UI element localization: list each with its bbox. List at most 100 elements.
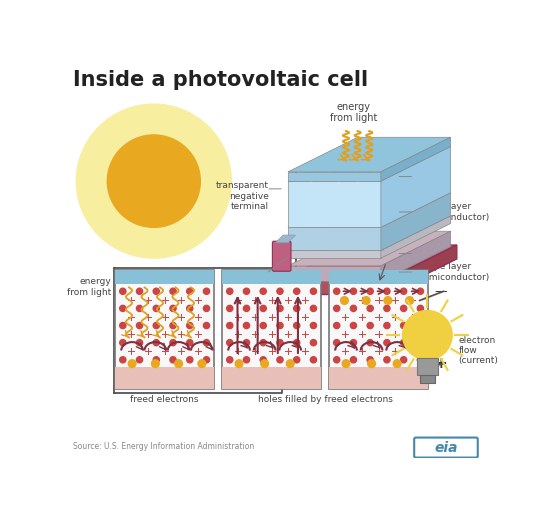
- Circle shape: [128, 360, 136, 368]
- Circle shape: [418, 288, 423, 295]
- Circle shape: [175, 360, 182, 368]
- Polygon shape: [288, 172, 381, 181]
- Text: positive
terminal: positive terminal: [230, 270, 269, 289]
- Polygon shape: [282, 280, 387, 294]
- Circle shape: [384, 297, 392, 304]
- Circle shape: [260, 305, 266, 312]
- Circle shape: [362, 297, 370, 304]
- Circle shape: [260, 339, 266, 346]
- Circle shape: [170, 322, 176, 329]
- Text: electron
flow
(current): electron flow (current): [458, 336, 498, 366]
- Circle shape: [260, 360, 269, 368]
- Circle shape: [120, 322, 126, 329]
- Circle shape: [367, 288, 373, 295]
- Circle shape: [153, 322, 159, 329]
- Circle shape: [187, 357, 193, 363]
- Bar: [222, 270, 321, 389]
- Circle shape: [294, 322, 300, 329]
- Circle shape: [170, 288, 176, 295]
- Polygon shape: [288, 146, 451, 181]
- Circle shape: [351, 288, 356, 295]
- Circle shape: [187, 339, 193, 346]
- Text: junction: junction: [416, 249, 452, 258]
- Circle shape: [187, 305, 193, 312]
- Text: energy
from light: energy from light: [67, 278, 111, 297]
- Bar: [329, 270, 428, 284]
- Circle shape: [203, 322, 210, 329]
- Bar: [222, 270, 321, 284]
- Circle shape: [351, 322, 356, 329]
- Circle shape: [400, 288, 407, 295]
- Circle shape: [367, 357, 373, 363]
- Circle shape: [203, 305, 210, 312]
- Circle shape: [260, 288, 266, 295]
- Circle shape: [153, 339, 159, 346]
- Circle shape: [310, 305, 317, 312]
- Circle shape: [418, 339, 423, 346]
- Circle shape: [340, 297, 348, 304]
- Circle shape: [400, 322, 407, 329]
- Circle shape: [137, 288, 143, 295]
- Polygon shape: [288, 181, 381, 227]
- Circle shape: [137, 339, 143, 346]
- Circle shape: [333, 322, 340, 329]
- Circle shape: [170, 305, 176, 312]
- Circle shape: [187, 288, 193, 295]
- Circle shape: [406, 297, 413, 304]
- Circle shape: [260, 357, 266, 363]
- Circle shape: [367, 322, 373, 329]
- Circle shape: [243, 339, 250, 346]
- Text: eia: eia: [434, 440, 458, 455]
- Bar: [416, 358, 438, 375]
- Circle shape: [384, 357, 390, 363]
- Circle shape: [170, 357, 176, 363]
- Circle shape: [418, 322, 423, 329]
- Circle shape: [393, 360, 401, 368]
- Bar: [115, 270, 214, 389]
- Circle shape: [152, 360, 159, 368]
- Circle shape: [277, 322, 283, 329]
- Circle shape: [368, 360, 375, 368]
- Polygon shape: [381, 216, 451, 258]
- Bar: [115, 270, 214, 284]
- Circle shape: [198, 360, 206, 368]
- Text: glass: glass: [416, 172, 439, 181]
- Circle shape: [403, 311, 452, 360]
- Circle shape: [120, 339, 126, 346]
- Polygon shape: [387, 245, 457, 294]
- Circle shape: [294, 357, 300, 363]
- Circle shape: [310, 322, 317, 329]
- Circle shape: [227, 357, 233, 363]
- Polygon shape: [288, 231, 451, 266]
- Circle shape: [310, 357, 317, 363]
- Text: —: —: [434, 285, 447, 298]
- Polygon shape: [288, 193, 451, 227]
- Circle shape: [367, 305, 373, 312]
- Polygon shape: [288, 138, 451, 172]
- Circle shape: [277, 288, 283, 295]
- Bar: [222, 368, 321, 389]
- Circle shape: [153, 288, 159, 295]
- Circle shape: [294, 339, 300, 346]
- Circle shape: [243, 322, 250, 329]
- Circle shape: [243, 305, 250, 312]
- Circle shape: [310, 339, 317, 346]
- Circle shape: [418, 305, 423, 312]
- Circle shape: [294, 288, 300, 295]
- Text: transparent
negative
terminal: transparent negative terminal: [215, 181, 269, 211]
- Circle shape: [342, 360, 350, 368]
- Circle shape: [400, 357, 407, 363]
- Circle shape: [351, 357, 356, 363]
- Circle shape: [333, 357, 340, 363]
- Text: Freed electrons
available to the circuit: Freed electrons available to the circuit: [331, 235, 441, 256]
- Circle shape: [277, 339, 283, 346]
- Circle shape: [203, 339, 210, 346]
- Polygon shape: [288, 250, 381, 258]
- Circle shape: [120, 305, 126, 312]
- Polygon shape: [381, 193, 451, 250]
- Circle shape: [333, 288, 340, 295]
- Polygon shape: [381, 138, 451, 181]
- Circle shape: [351, 305, 356, 312]
- Text: Source: U.S. Energy Information Administration: Source: U.S. Energy Information Administ…: [73, 442, 255, 451]
- Circle shape: [351, 339, 356, 346]
